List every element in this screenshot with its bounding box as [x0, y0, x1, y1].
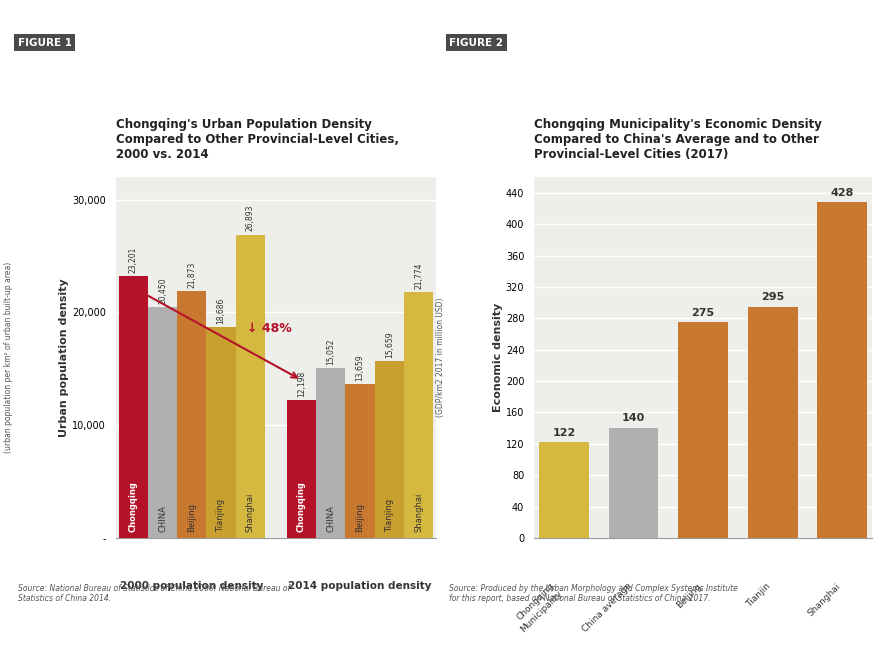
Bar — [609, 428, 659, 538]
Text: 15,052: 15,052 — [327, 338, 336, 365]
Text: 13,659: 13,659 — [355, 354, 365, 380]
Text: Source: Produced by the Urban Morphology and Complex Systems Institute
for this : Source: Produced by the Urban Morphology… — [449, 584, 739, 604]
Text: Tianjing: Tianjing — [216, 499, 225, 532]
Text: 2014 population density: 2014 population density — [288, 581, 432, 591]
Text: 12,198: 12,198 — [297, 371, 306, 397]
Bar — [287, 400, 316, 538]
Text: China average: China average — [580, 581, 634, 634]
Bar — [177, 291, 206, 538]
Y-axis label: Economic density: Economic density — [493, 303, 503, 412]
Bar — [678, 322, 728, 538]
Text: CHINA: CHINA — [327, 505, 336, 532]
Bar — [539, 442, 588, 538]
Text: 428: 428 — [830, 188, 854, 197]
Text: Shanghai: Shanghai — [246, 493, 255, 532]
Bar — [404, 293, 433, 538]
Text: 20,450: 20,450 — [158, 277, 167, 304]
Text: ↓ 48%: ↓ 48% — [247, 321, 291, 335]
Text: 15,659: 15,659 — [384, 331, 393, 358]
Bar — [345, 384, 375, 538]
Text: Beijing: Beijing — [675, 581, 703, 609]
Text: Shanghai: Shanghai — [806, 581, 842, 617]
Text: Tianjing: Tianjing — [384, 499, 393, 532]
Text: 23,201: 23,201 — [129, 247, 138, 273]
Bar — [118, 276, 148, 538]
Text: FIGURE 1: FIGURE 1 — [18, 37, 72, 48]
Text: 295: 295 — [761, 292, 784, 302]
Bar — [206, 327, 236, 538]
Text: 275: 275 — [692, 308, 715, 318]
Text: Tianjin: Tianjin — [745, 581, 773, 609]
Bar — [748, 306, 797, 538]
Text: Beijing: Beijing — [355, 503, 365, 532]
Text: 21,873: 21,873 — [187, 262, 197, 288]
Text: Chongqing Municipality's Economic Density
Compared to China's Average and to Oth: Chongqing Municipality's Economic Densit… — [534, 117, 821, 161]
Text: (GDP/km2 2017 in million USD): (GDP/km2 2017 in million USD) — [436, 298, 445, 417]
Text: 122: 122 — [552, 428, 576, 438]
Bar — [148, 308, 177, 538]
Bar — [316, 368, 345, 538]
Text: Chongqing
Municipality: Chongqing Municipality — [511, 581, 564, 634]
Text: Shanghai: Shanghai — [414, 493, 423, 532]
Text: Chongqing's Urban Population Density
Compared to Other Provincial-Level Cities,
: Chongqing's Urban Population Density Com… — [116, 117, 399, 161]
Text: 21,774: 21,774 — [414, 262, 423, 289]
Y-axis label: Urban population density: Urban population density — [60, 278, 69, 437]
Bar — [375, 361, 404, 538]
Text: 26,893: 26,893 — [246, 205, 255, 232]
Text: CHINA: CHINA — [158, 505, 167, 532]
Text: FIGURE 2: FIGURE 2 — [449, 37, 504, 48]
Text: Beijing: Beijing — [187, 503, 197, 532]
Text: 18,686: 18,686 — [216, 297, 225, 324]
Bar — [818, 202, 867, 538]
Text: 2000 population density: 2000 population density — [120, 581, 263, 591]
Text: Chongqing: Chongqing — [297, 482, 306, 532]
Text: 140: 140 — [622, 413, 645, 423]
Text: Source: National Bureau of Statistics of China 2000; National Bureau of
Statisti: Source: National Bureau of Statistics of… — [18, 584, 290, 604]
Bar — [236, 235, 265, 538]
Text: Chongqing: Chongqing — [129, 482, 138, 532]
Text: (urban population per km² of urban built-up area): (urban population per km² of urban built… — [4, 262, 13, 453]
